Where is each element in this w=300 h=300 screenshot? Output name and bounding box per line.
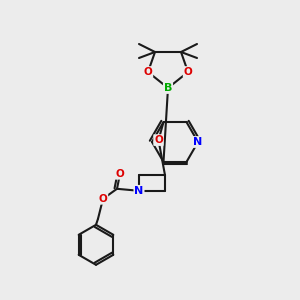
Text: N: N xyxy=(134,186,144,196)
Text: N: N xyxy=(194,137,202,147)
Text: B: B xyxy=(164,83,172,93)
Text: O: O xyxy=(154,135,163,145)
Text: O: O xyxy=(184,67,192,77)
Text: O: O xyxy=(144,67,152,77)
Text: O: O xyxy=(99,194,107,204)
Text: O: O xyxy=(116,169,124,179)
